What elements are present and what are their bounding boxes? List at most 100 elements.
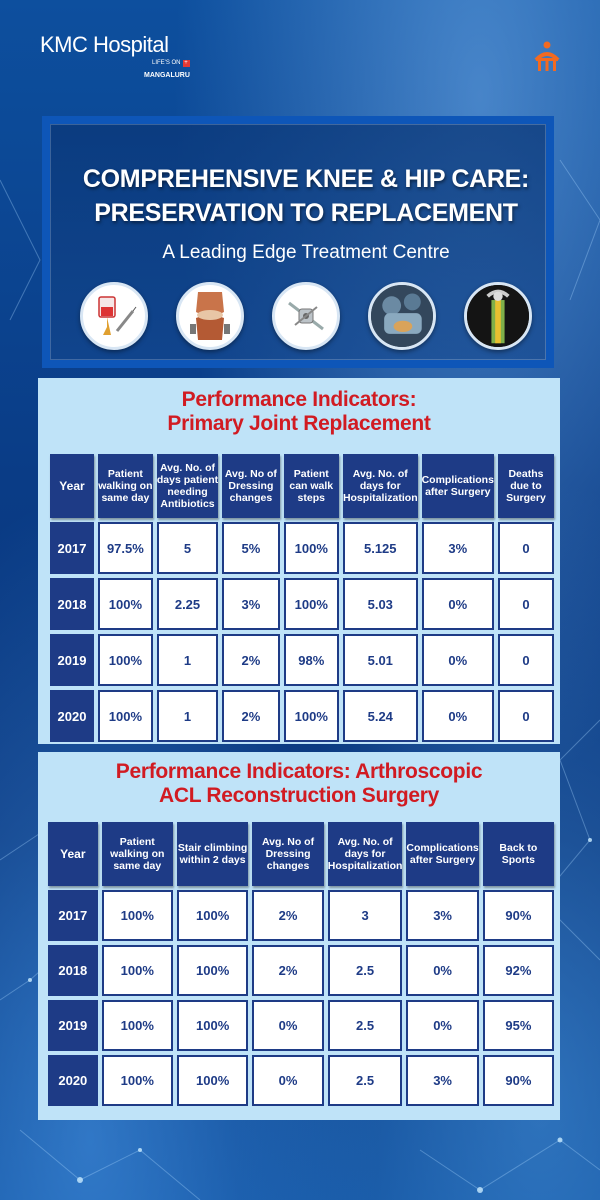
column-header: Deaths due to Surgery: [497, 454, 554, 518]
table-cell: 5: [156, 522, 219, 574]
column-header: Patient walking on same day: [101, 822, 173, 886]
table-row: 2018 100% 2.25 3% 100% 5.03 0% 0: [50, 578, 554, 630]
table-cell: 0: [497, 634, 554, 686]
table-cell: 100%: [101, 945, 173, 996]
table-cell: 0: [497, 522, 554, 574]
table-row: 2017 100% 100% 2% 3 3% 90%: [48, 890, 554, 941]
table-cell: 0%: [421, 578, 494, 630]
table-cell: 2%: [252, 945, 324, 996]
table-cell: 3%: [406, 890, 479, 941]
knee-joint-icon: [176, 282, 244, 350]
table-cell: 2%: [222, 634, 280, 686]
hip-implant-xray-icon: [464, 282, 532, 350]
logo-city: MANGALURU: [144, 72, 190, 79]
table-cell: 5.125: [342, 522, 418, 574]
hero-title-line2: PRESERVATION TO REPLACEMENT: [94, 199, 518, 227]
table-cell: 0: [497, 578, 554, 630]
table-cell: 5.24: [342, 690, 418, 742]
table-cell: 5.01: [342, 634, 418, 686]
column-header: Complications after Surgery: [406, 822, 479, 886]
table-cell: 100%: [101, 890, 173, 941]
logo-text: KMC Hospital: [40, 32, 169, 57]
column-header: Stair climbing within 2 days: [176, 822, 249, 886]
column-header: Avg. No. of days patient needing Antibio…: [156, 454, 219, 518]
column-header: Year: [48, 822, 98, 886]
year-cell: 2020: [48, 1055, 98, 1106]
year-cell: 2019: [50, 634, 94, 686]
table-cell: 0%: [406, 1000, 479, 1051]
year-cell: 2018: [48, 945, 98, 996]
hospital-logo: KMC Hospital LIFE'S ON + MANGALURU: [40, 32, 190, 79]
knee-implant-icon: [272, 282, 340, 350]
table-cell: 90%: [482, 1055, 554, 1106]
table-cell: 100%: [283, 690, 339, 742]
table-cell: 0%: [252, 1000, 324, 1051]
column-header: Avg. No. of days for Hospitalization: [327, 822, 402, 886]
table-row: 2019 100% 100% 0% 2.5 0% 95%: [48, 1000, 554, 1051]
panel-title: Performance Indicators: Primary Joint Re…: [38, 388, 560, 436]
table-header-row: Year Patient walking on same day Stair c…: [48, 822, 554, 886]
table-cell: 0%: [252, 1055, 324, 1106]
column-header: Avg. No of Dressing changes: [252, 822, 324, 886]
table-cell: 98%: [283, 634, 339, 686]
column-header: Patient can walk steps: [283, 454, 339, 518]
acl-reconstruction-table: Year Patient walking on same day Stair c…: [44, 818, 558, 1110]
table-cell: 1: [156, 634, 219, 686]
table-cell: 5.03: [342, 578, 418, 630]
hero-banner: COMPREHENSIVE KNEE & HIP CARE: PRESERVAT…: [42, 116, 554, 368]
table-cell: 100%: [176, 1055, 249, 1106]
panel-title: Performance Indicators: Arthroscopic ACL…: [38, 760, 560, 808]
table-row: 2020 100% 1 2% 100% 5.24 0% 0: [50, 690, 554, 742]
table-cell: 100%: [97, 634, 153, 686]
logo-tagline: LIFE'S ON +: [152, 60, 190, 67]
panel-title-line1: Performance Indicators:: [181, 388, 417, 411]
table-cell: 5%: [222, 522, 280, 574]
table-cell: 3: [327, 890, 403, 941]
primary-joint-replacement-panel: Performance Indicators: Primary Joint Re…: [38, 378, 560, 744]
column-header: Complications after Surgery: [421, 454, 494, 518]
blood-bag-syringe-icon: [80, 282, 148, 350]
brand-mark-icon: [534, 41, 560, 71]
acl-reconstruction-panel: Performance Indicators: Arthroscopic ACL…: [38, 752, 560, 1120]
table-cell: 100%: [97, 578, 153, 630]
table-row: 2019 100% 1 2% 98% 5.01 0% 0: [50, 634, 554, 686]
panel-title-line1: Performance Indicators: Arthroscopic: [115, 760, 483, 783]
table-cell: 100%: [176, 890, 249, 941]
table-row: 2017 97.5% 5 5% 100% 5.125 3% 0: [50, 522, 554, 574]
table-cell: 2%: [252, 890, 324, 941]
hero-subtitle: A Leading Edge Treatment Centre: [162, 242, 450, 263]
table-row: 2020 100% 100% 0% 2.5 3% 90%: [48, 1055, 554, 1106]
panel-title-line2: Primary Joint Replacement: [167, 412, 431, 435]
column-header: Year: [50, 454, 94, 518]
table-cell: 1: [156, 690, 219, 742]
panel-title-line2: ACL Reconstruction Surgery: [158, 784, 440, 807]
hero-title-line1: COMPREHENSIVE KNEE & HIP CARE:: [82, 165, 530, 193]
table-cell: 0: [497, 690, 554, 742]
table-cell: 100%: [101, 1055, 173, 1106]
table-cell: 100%: [97, 690, 153, 742]
table-cell: 2.5: [327, 945, 403, 996]
column-header: Avg. No. of days for Hospitalization: [342, 454, 418, 518]
primary-joint-replacement-table: Year Patient walking on same day Avg. No…: [46, 450, 558, 746]
column-header: Patient walking on same day: [97, 454, 153, 518]
table-cell: 0%: [406, 945, 479, 996]
column-header: Avg. No of Dressing changes: [222, 454, 280, 518]
table-row: 2018 100% 100% 2% 2.5 0% 92%: [48, 945, 554, 996]
table-cell: 100%: [101, 1000, 173, 1051]
year-cell: 2017: [50, 522, 94, 574]
table-cell: 3%: [222, 578, 280, 630]
table-cell: 3%: [406, 1055, 479, 1106]
table-cell: 97.5%: [97, 522, 153, 574]
column-header: Back to Sports: [482, 822, 554, 886]
table-cell: 0%: [421, 690, 494, 742]
table-header-row: Year Patient walking on same day Avg. No…: [50, 454, 554, 518]
table-cell: 95%: [482, 1000, 554, 1051]
table-cell: 2.5: [327, 1000, 403, 1051]
table-cell: 100%: [176, 1000, 249, 1051]
table-cell: 100%: [176, 945, 249, 996]
table-cell: 2.25: [156, 578, 219, 630]
hero-title: COMPREHENSIVE KNEE & HIP CARE: PRESERVAT…: [50, 162, 562, 230]
year-cell: 2017: [48, 890, 98, 941]
surgery-scene-icon: [368, 282, 436, 350]
table-cell: 0%: [421, 634, 494, 686]
